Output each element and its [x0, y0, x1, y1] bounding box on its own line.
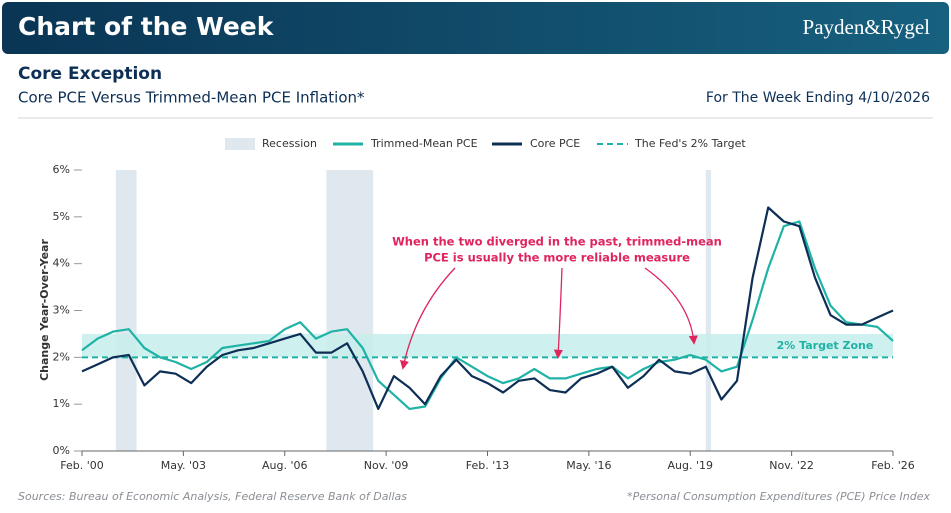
recession — [705, 170, 712, 451]
arrow — [553, 267, 563, 359]
x-tick-label: May. '16 — [566, 459, 611, 472]
y-tick-label: 4% — [53, 257, 70, 270]
footnote: *Personal Consumption Expenditures (PCE)… — [627, 490, 930, 503]
y-tick-label: 6% — [53, 163, 70, 176]
target-zone — [82, 333, 893, 358]
annotation: When the two diverged in the past, trimm… — [392, 235, 722, 249]
legend-label: Recession — [262, 137, 317, 150]
plot: 0% 1% 2% 3% 4% 5% 6% Feb. '00 May. '03 Aug. '06 No… — [38, 137, 915, 472]
x-tick-label: Feb. '00 — [60, 459, 104, 472]
y-tick-label: 2% — [53, 350, 70, 363]
logo: Payden&Rygel — [803, 15, 931, 39]
y-tick-label: 5% — [53, 210, 70, 223]
annotation: PCE is usually the more reliable measure — [424, 251, 690, 265]
legend-label: Trimmed-Mean PCE — [370, 137, 478, 150]
week: For The Week Ending 4/10/2026 — [706, 90, 930, 106]
series-line — [81, 220, 894, 410]
target-zone-label: 2% Target Zone — [777, 339, 874, 352]
header-bar — [2, 2, 949, 54]
x-tick-label: Nov. '22 — [769, 459, 814, 472]
arrow — [400, 267, 456, 370]
x-tick-label: Nov. '09 — [364, 459, 409, 472]
x-tick-label: Aug. '19 — [668, 459, 714, 472]
arrow — [644, 267, 698, 345]
recession — [326, 170, 374, 451]
x-tick-label: May. '03 — [161, 459, 206, 472]
legend-label: Core PCE — [530, 137, 580, 150]
series-line — [81, 206, 894, 410]
y-tick-label: 0% — [53, 444, 70, 457]
y-tick-label: 3% — [53, 304, 70, 317]
y-axis-title: Change Year-Over-Year — [38, 239, 51, 381]
y-tick-label: 1% — [53, 397, 70, 410]
x-tick-label: Aug. '06 — [262, 459, 308, 472]
banner: Chart of the Week — [18, 12, 275, 41]
recession — [115, 170, 137, 451]
chart-title: Core Exception — [18, 64, 162, 84]
x-tick-label: Feb. '13 — [466, 459, 510, 472]
annotation-arrows — [400, 267, 698, 370]
x-tick-label: Feb. '26 — [871, 459, 915, 472]
legend-label: The Fed's 2% Target — [634, 137, 746, 150]
chart-subtitle: Core PCE Versus Trimmed-Mean PCE Inflati… — [18, 89, 365, 107]
legend-swatch — [225, 138, 255, 150]
sources: Sources: Bureau of Economic Analysis, Fe… — [18, 490, 407, 503]
